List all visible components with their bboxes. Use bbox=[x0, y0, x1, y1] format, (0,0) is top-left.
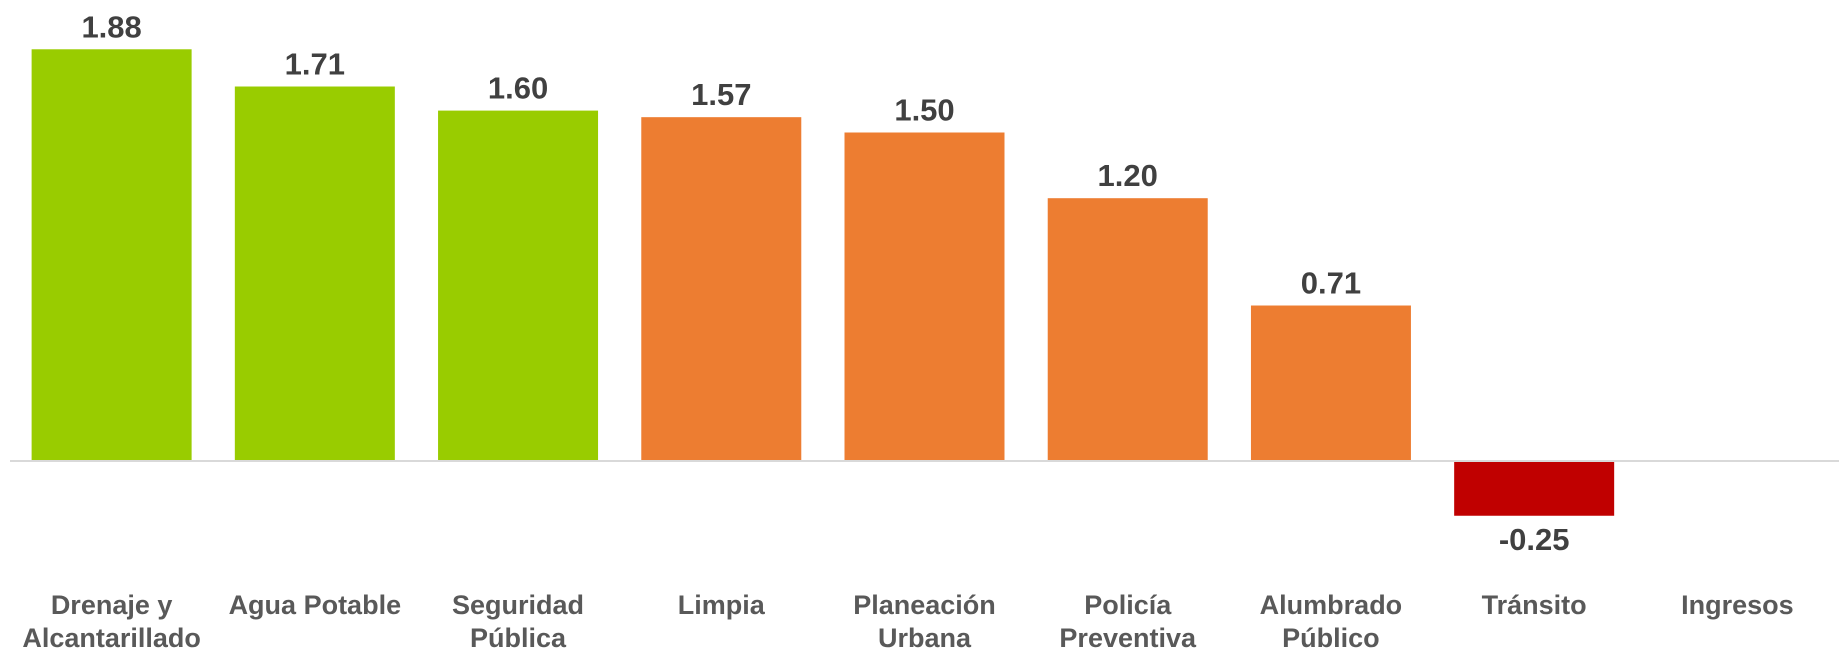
bar-0 bbox=[31, 49, 192, 461]
value-labels-group: 1.88 1.71 1.60 1.57 1.50 1.20 0.71 -0.25 bbox=[81, 9, 1569, 556]
bars-group bbox=[31, 49, 1615, 516]
category-label-6-line-1: Público bbox=[1282, 623, 1380, 652]
category-label-4-line-1: Urbana bbox=[878, 623, 972, 652]
bar-value-label-4: 1.50 bbox=[894, 93, 954, 128]
category-label-5-line-0: Policía bbox=[1084, 590, 1172, 620]
category-label-5-line-1: Preventiva bbox=[1059, 623, 1197, 652]
category-label-4-line-0: Planeación bbox=[853, 590, 996, 620]
bar-value-label-0: 1.88 bbox=[81, 9, 141, 44]
bar-value-label-2: 1.60 bbox=[488, 71, 548, 106]
bar-2 bbox=[438, 110, 599, 461]
bar-6 bbox=[1250, 305, 1411, 461]
bar-value-label-1: 1.71 bbox=[285, 47, 345, 82]
category-label-0-line-0: Drenaje y bbox=[51, 590, 173, 620]
category-label-3-line-0: Limpia bbox=[678, 590, 766, 620]
bar-value-label-7: -0.25 bbox=[1499, 522, 1570, 557]
bar-5 bbox=[1047, 198, 1208, 461]
bar-7 bbox=[1454, 461, 1615, 516]
category-label-6-line-0: Alumbrado bbox=[1260, 590, 1403, 620]
category-label-0-line-1: Alcantarillado bbox=[22, 623, 201, 652]
bar-1 bbox=[234, 86, 395, 461]
category-label-1-line-0: Agua Potable bbox=[229, 590, 402, 620]
category-label-2-line-0: Seguridad bbox=[452, 590, 584, 620]
bar-value-label-3: 1.57 bbox=[691, 77, 751, 112]
category-label-2-line-1: Pública bbox=[470, 623, 567, 652]
category-label-8-line-0: Ingresos bbox=[1681, 590, 1794, 620]
bar-value-label-5: 1.20 bbox=[1098, 158, 1158, 193]
bar-4 bbox=[844, 132, 1005, 461]
category-label-7-line-0: Tránsito bbox=[1482, 590, 1587, 620]
bar-value-label-6: 0.71 bbox=[1301, 266, 1361, 301]
bar-3 bbox=[641, 117, 802, 462]
category-labels-group: Drenaje y Alcantarillado Agua Potable Segur… bbox=[22, 590, 1793, 652]
